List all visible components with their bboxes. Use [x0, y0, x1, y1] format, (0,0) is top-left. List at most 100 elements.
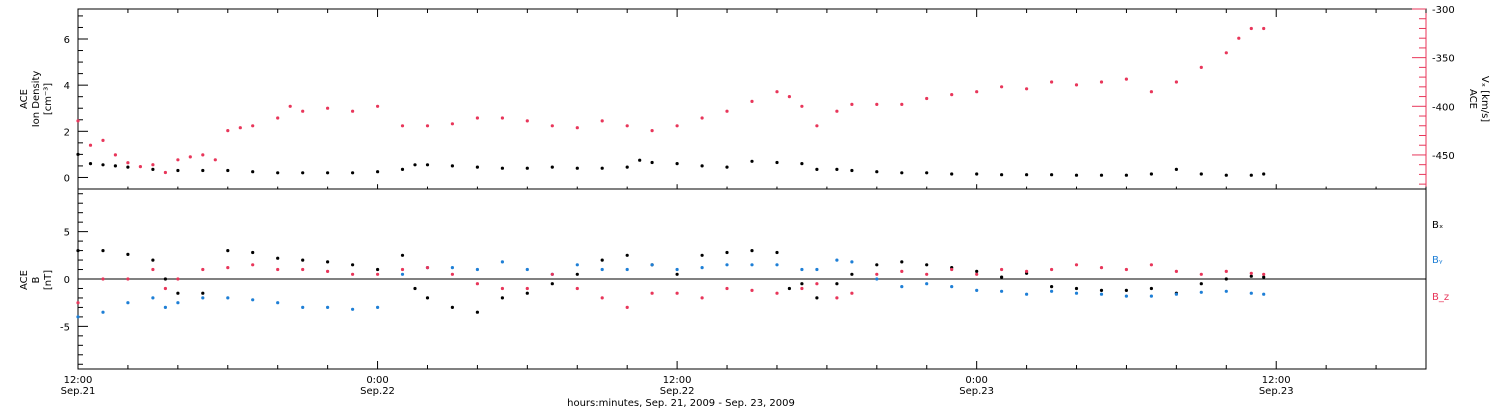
bx-point — [1099, 288, 1104, 292]
bz-point — [575, 286, 579, 291]
density-point — [775, 160, 779, 165]
bz-point — [725, 286, 729, 291]
by-point — [126, 301, 130, 305]
bx-point — [600, 258, 604, 262]
speed-point — [1237, 36, 1241, 40]
bz-point — [1025, 269, 1029, 273]
speed-point — [1050, 80, 1054, 84]
density-point — [276, 171, 280, 175]
bx-point — [575, 272, 579, 276]
bx-point — [276, 256, 280, 260]
speed-point — [101, 138, 105, 142]
bz-point — [475, 282, 479, 286]
bx-point — [550, 282, 554, 286]
bx-point — [151, 258, 155, 262]
bz-point — [800, 286, 804, 291]
x-tick-label-time: 12:00 — [64, 375, 93, 386]
by-point — [151, 296, 155, 300]
speed-point — [750, 99, 754, 103]
density-point — [875, 170, 879, 174]
speed-point — [550, 124, 554, 128]
speed-point — [213, 158, 217, 162]
density-point — [725, 165, 729, 169]
density-point — [1025, 173, 1029, 177]
bx-point — [376, 267, 380, 272]
x-axis-title: hours:minutes, Sep. 21, 2009 - Sep. 23, … — [567, 398, 795, 409]
density-point — [1249, 173, 1253, 177]
speed-point — [301, 109, 305, 113]
by-point — [950, 285, 954, 289]
density-point — [88, 162, 93, 166]
bx-point — [625, 253, 629, 257]
bz-point — [900, 269, 904, 273]
density-point — [413, 163, 417, 167]
bz-point — [1124, 267, 1128, 272]
by-point — [800, 267, 804, 272]
density-point — [1000, 173, 1004, 177]
bx-point — [835, 282, 839, 286]
x-tick-label-time: 0:00 — [965, 375, 987, 386]
by-point — [650, 263, 654, 267]
speed-point — [700, 116, 704, 120]
bx-point — [1199, 282, 1203, 286]
by-point — [850, 260, 854, 264]
x-tick-label-date: Sep.23 — [959, 386, 994, 397]
bz-point — [1050, 267, 1054, 272]
bx-point — [251, 250, 255, 255]
density-point — [226, 168, 230, 173]
bx-point — [1224, 277, 1228, 281]
bx-point — [1249, 274, 1253, 278]
speed-point — [650, 129, 654, 133]
bx-point — [900, 260, 904, 264]
density-point — [151, 167, 155, 171]
bx-point — [301, 258, 305, 262]
speed-point — [800, 104, 804, 108]
by-point — [750, 263, 754, 267]
x-tick-label-date: Sep.23 — [1259, 386, 1294, 397]
bz-point — [425, 266, 430, 270]
speed-tick-label: -350 — [1432, 54, 1455, 65]
bz-point — [326, 269, 330, 273]
density-point — [126, 165, 130, 169]
by-point — [1262, 292, 1266, 296]
by-point — [450, 266, 454, 270]
by-point — [725, 263, 729, 267]
density-point — [925, 171, 929, 175]
speed-point — [815, 124, 819, 128]
bz-point — [550, 272, 554, 276]
bx-point — [400, 253, 405, 257]
density-tick-label: 6 — [64, 35, 70, 46]
bx-point — [326, 260, 330, 264]
speed-point — [1025, 87, 1029, 91]
speed-point — [600, 119, 604, 123]
speed-point — [425, 124, 430, 128]
speed-point — [163, 170, 167, 175]
density-point — [400, 167, 405, 171]
bx-point — [815, 296, 819, 300]
by-point — [525, 267, 529, 272]
bz-point — [163, 286, 167, 291]
bz-point — [750, 288, 754, 292]
speed-point — [575, 126, 579, 130]
bx-point — [1000, 275, 1004, 279]
speed-point — [76, 119, 80, 123]
speed-point — [88, 143, 93, 147]
speed-point — [1149, 90, 1153, 94]
bz-point — [675, 291, 679, 295]
by-point — [201, 296, 205, 300]
bx-point — [76, 249, 80, 253]
density-point — [1050, 173, 1054, 177]
by-point — [625, 267, 629, 272]
density-point — [301, 171, 305, 175]
speed-point — [201, 153, 205, 157]
density-point — [450, 164, 454, 168]
density-point — [251, 170, 255, 174]
density-point — [950, 172, 954, 176]
density-point — [1174, 167, 1178, 171]
speed-point — [1099, 80, 1104, 84]
speed-point — [725, 109, 729, 113]
bz-point — [1249, 271, 1253, 275]
density-point — [1224, 173, 1228, 177]
speed-point — [775, 90, 779, 94]
